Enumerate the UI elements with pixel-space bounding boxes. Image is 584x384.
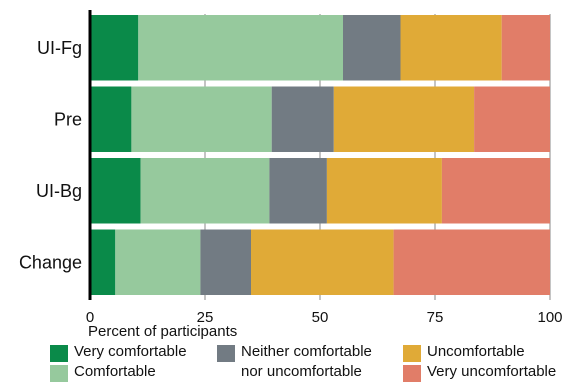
legend-item-comfortable: Comfortable (50, 364, 156, 382)
bar-ui-bg-uncomfortable (326, 158, 442, 224)
y-tick-label-pre: Pre (54, 109, 82, 129)
bar-ui-bg-very-comfortable (90, 158, 141, 224)
legend-label-uncomfortable: Uncomfortable (427, 343, 525, 360)
legend-label-very-comfortable: Very comfortable (74, 343, 187, 360)
y-tick-label-ui-fg: UI-Fg (37, 38, 82, 58)
legend-swatch-very-comfortable (50, 345, 68, 362)
legend-swatch-uncomfortable (403, 345, 421, 362)
legend-swatch-neither (217, 345, 235, 362)
bar-ui-bg-neither-comfortable-nor-uncomfortable (269, 158, 327, 224)
x-tick-label: 100 (537, 309, 562, 326)
legend-label-neither: Neither comfortable nor uncomfortable (241, 343, 372, 380)
bar-pre-very-uncomfortable (474, 86, 550, 152)
bar-ui-fg-neither-comfortable-nor-uncomfortable (343, 15, 401, 81)
x-tick-label: 50 (312, 309, 329, 326)
legend-swatch-comfortable (50, 365, 68, 382)
bar-ui-fg-very-comfortable (90, 15, 139, 81)
bar-ui-fg-uncomfortable (400, 15, 502, 81)
legend-item-neither: Neither comfortable nor uncomfortable (217, 343, 391, 382)
x-tick-labels: 0 25 50 75 100 (86, 309, 563, 326)
legend-label-comfortable: Comfortable (74, 363, 156, 380)
x-tick-label: 25 (197, 309, 214, 326)
bar-ui-bg-very-uncomfortable (441, 158, 550, 224)
y-tick-labels: UI-Fg Pre UI-Bg Change (19, 38, 82, 273)
legend-item-very-uncomfortable: Very uncomfortable (403, 364, 556, 382)
y-tick-label-change: Change (19, 252, 82, 272)
bar-change-uncomfortable (251, 229, 394, 295)
x-tick-label: 0 (86, 309, 94, 326)
legend-item-uncomfortable: Uncomfortable (403, 344, 525, 362)
legend: Very comfortable Comfortable Neither com… (50, 343, 580, 384)
bar-pre-very-comfortable (90, 86, 132, 152)
legend-label-very-uncomfortable: Very uncomfortable (427, 363, 557, 380)
bar-ui-fg-comfortable (138, 15, 343, 81)
bar-ui-fg-very-uncomfortable (501, 15, 550, 81)
legend-swatch-very-uncomfortable (403, 365, 421, 382)
bar-segments (90, 15, 550, 295)
legend-item-very-comfortable: Very comfortable (50, 344, 187, 362)
bar-change-neither-comfortable-nor-uncomfortable (200, 229, 251, 295)
y-tick-label-ui-bg: UI-Bg (36, 181, 82, 201)
bar-pre-uncomfortable (333, 86, 475, 152)
bar-ui-bg-comfortable (140, 158, 270, 224)
bar-change-very-comfortable (90, 229, 116, 295)
bar-pre-neither-comfortable-nor-uncomfortable (271, 86, 334, 152)
bar-change-very-uncomfortable (393, 229, 550, 295)
x-tick-label: 75 (427, 309, 444, 326)
x-axis-label: Percent of participants (88, 323, 237, 340)
bar-change-comfortable (115, 229, 201, 295)
bar-pre-comfortable (131, 86, 272, 152)
